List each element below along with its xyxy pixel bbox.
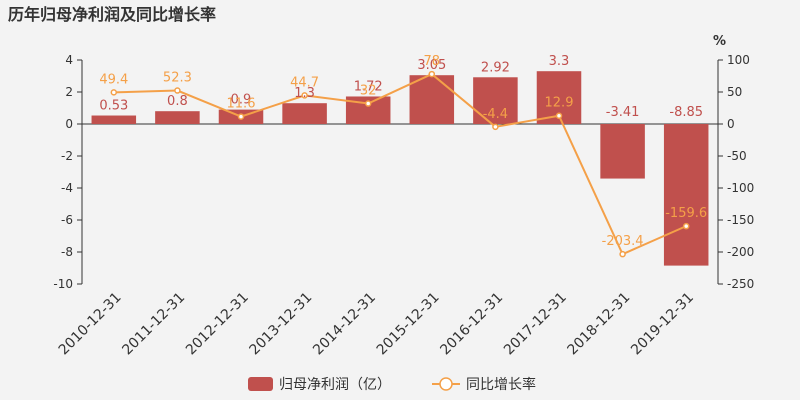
line-point[interactable] <box>492 123 499 131</box>
bar[interactable] <box>600 124 645 179</box>
legend[interactable]: 归母净利润（亿） 同比增长率 <box>248 376 536 393</box>
line-point[interactable] <box>110 89 118 96</box>
right-tick-label: 50 <box>727 85 742 99</box>
right-tick-label: -200 <box>727 245 754 259</box>
left-tick-label: -10 <box>53 277 73 291</box>
bar-value-label: 0.53 <box>99 99 128 114</box>
x-tick-label: 2010-12-31 <box>56 290 125 359</box>
bar-value-label: 1.72 <box>354 79 383 94</box>
right-axis-unit: % <box>713 34 726 49</box>
bar-value-label: -3.41 <box>606 105 640 120</box>
line-value-label: -203.4 <box>602 234 644 249</box>
bar-value-label: 3.3 <box>549 54 570 69</box>
left-tick-label: -2 <box>61 149 73 163</box>
left-tick-label: 0 <box>65 117 73 131</box>
left-tick-label: 4 <box>65 53 73 67</box>
bar[interactable] <box>91 115 137 124</box>
x-tick-label: 2016-12-31 <box>437 290 506 359</box>
axes: 4 2 0 -2 -4 -6 -8 -10 100 50 0 -50 -100 -150 -200 -250 2… <box>53 53 754 358</box>
x-tick-label: 2018-12-31 <box>565 290 634 359</box>
line-point[interactable] <box>428 70 436 78</box>
right-tick-label: 0 <box>727 117 735 131</box>
growth-line <box>113 72 687 256</box>
chart-title: 历年归母净利润及同比增长率 <box>8 5 216 24</box>
bar-value-label: -8.85 <box>669 105 703 120</box>
data-labels: 0.53 0.8 0.9 1.3 1.72 3.05 2.92 3.3 -3.41 -8.85 49… <box>99 54 707 249</box>
x-tick-label: 2011-12-31 <box>119 290 188 359</box>
left-tick-label: -4 <box>61 181 73 195</box>
line-value-label: 52.3 <box>163 71 192 86</box>
bar-value-label: 0.9 <box>231 93 252 108</box>
line-value-label: 49.4 <box>99 72 128 87</box>
line-value-label: -159.6 <box>665 206 707 221</box>
x-tick-label: 2013-12-31 <box>247 290 316 359</box>
line-point[interactable] <box>555 112 563 119</box>
right-tick-label: 100 <box>727 53 750 67</box>
legend-bar-label[interactable]: 归母净利润（亿） <box>279 376 391 393</box>
line-value-label: 11.6 <box>227 97 256 112</box>
bar-value-label: 0.8 <box>167 94 188 109</box>
bar[interactable] <box>282 103 327 124</box>
bar-value-label: 2.92 <box>481 60 510 75</box>
line-series <box>110 70 690 258</box>
line-point[interactable] <box>301 92 308 99</box>
bar[interactable] <box>409 75 455 124</box>
bar[interactable] <box>473 77 518 124</box>
line-point[interactable] <box>619 250 626 258</box>
x-tick-label: 2017-12-31 <box>501 290 570 359</box>
right-tick-label: -250 <box>727 277 754 291</box>
line-value-label: 44.7 <box>290 75 319 90</box>
line-value-label: 32 <box>360 84 377 99</box>
bar[interactable] <box>663 124 709 266</box>
line-point[interactable] <box>237 113 245 120</box>
x-tick-label: 2019-12-31 <box>628 290 697 359</box>
right-tick-label: -150 <box>727 213 754 227</box>
left-tick-label: -6 <box>61 213 73 227</box>
x-tick-label: 2015-12-31 <box>374 290 443 359</box>
line-point[interactable] <box>682 222 690 230</box>
legend-bar-swatch[interactable] <box>248 377 273 391</box>
line-value-label: 78 <box>424 54 441 69</box>
line-value-label: 12.9 <box>545 96 574 111</box>
left-tick-label: -8 <box>61 245 73 259</box>
line-point[interactable] <box>174 87 181 94</box>
bar[interactable] <box>155 111 200 124</box>
left-tick-label: 2 <box>65 85 73 99</box>
legend-line-label[interactable]: 同比增长率 <box>466 376 536 393</box>
bar-value-label: 3.05 <box>417 58 446 73</box>
bar-value-label: 1.3 <box>294 86 315 101</box>
x-tick-label: 2012-12-31 <box>183 290 252 359</box>
line-value-label: -4.4 <box>483 107 508 122</box>
line-point[interactable] <box>364 100 372 107</box>
legend-line-marker[interactable] <box>439 377 453 391</box>
x-tick-label: 2014-12-31 <box>310 290 379 359</box>
right-tick-label: -100 <box>727 181 754 195</box>
right-tick-label: -50 <box>727 149 747 163</box>
